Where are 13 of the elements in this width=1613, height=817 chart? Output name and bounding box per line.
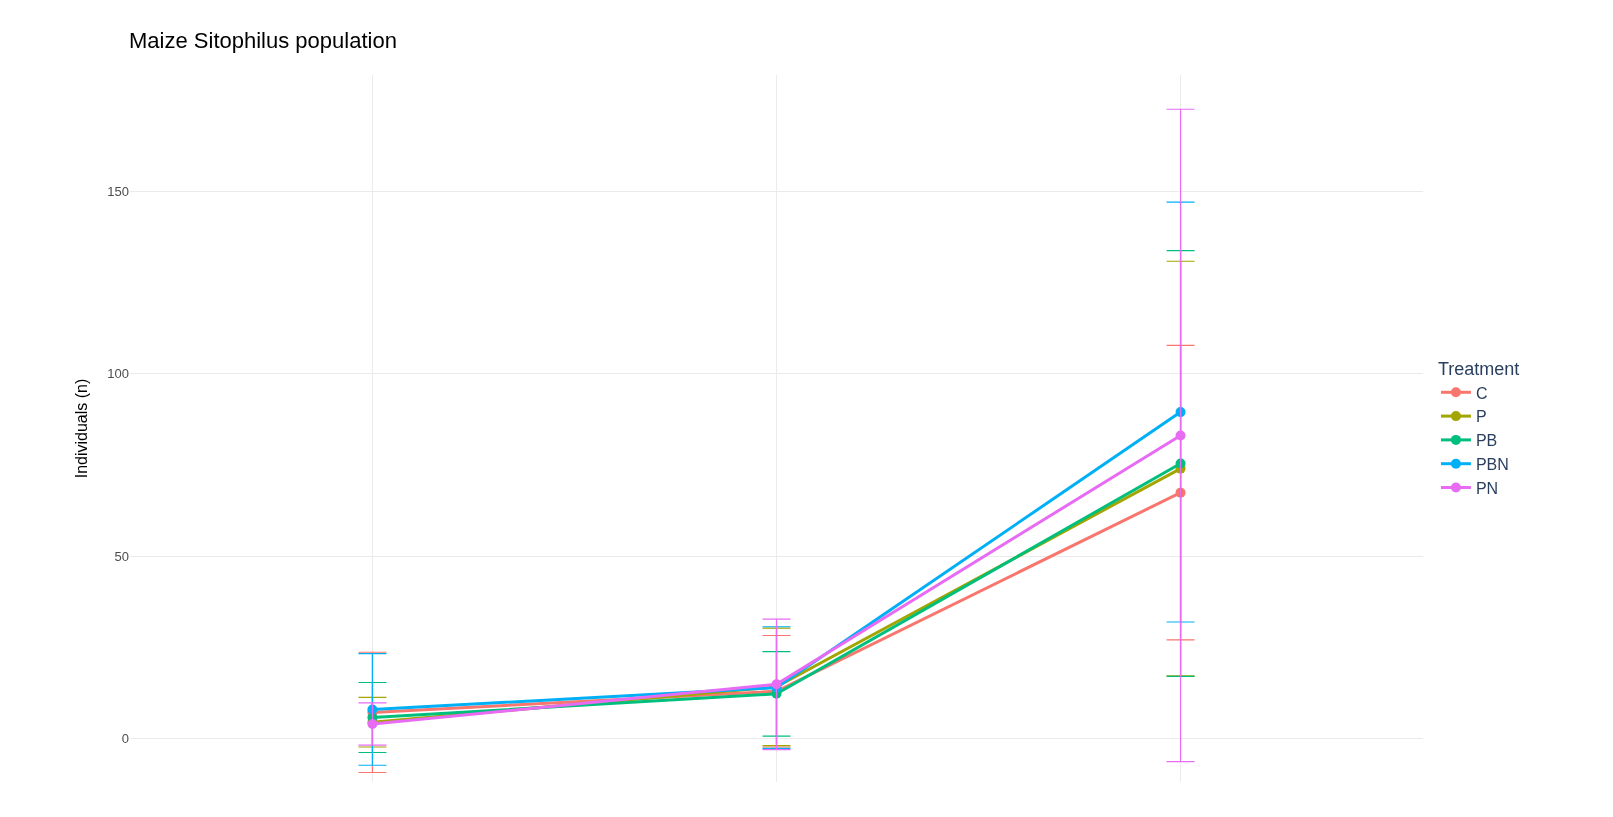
legend-title: Treatment [1437,359,1520,380]
y-tick-label: 100 [107,366,129,382]
y-tick-label: 50 [114,548,129,564]
y-tick-label: 150 [107,184,129,200]
point [1175,430,1186,441]
y-axis-title: Individuals (n) [73,378,91,479]
legend-label: PB [1475,432,1498,450]
chart-title: Maize Sitophilus population [129,28,397,54]
legend-label: C [1475,384,1488,402]
legend-label: P [1475,408,1487,426]
legend-label: PN [1475,479,1499,497]
legend-label: PBN [1475,455,1509,473]
y-tick-label: 0 [121,730,129,746]
